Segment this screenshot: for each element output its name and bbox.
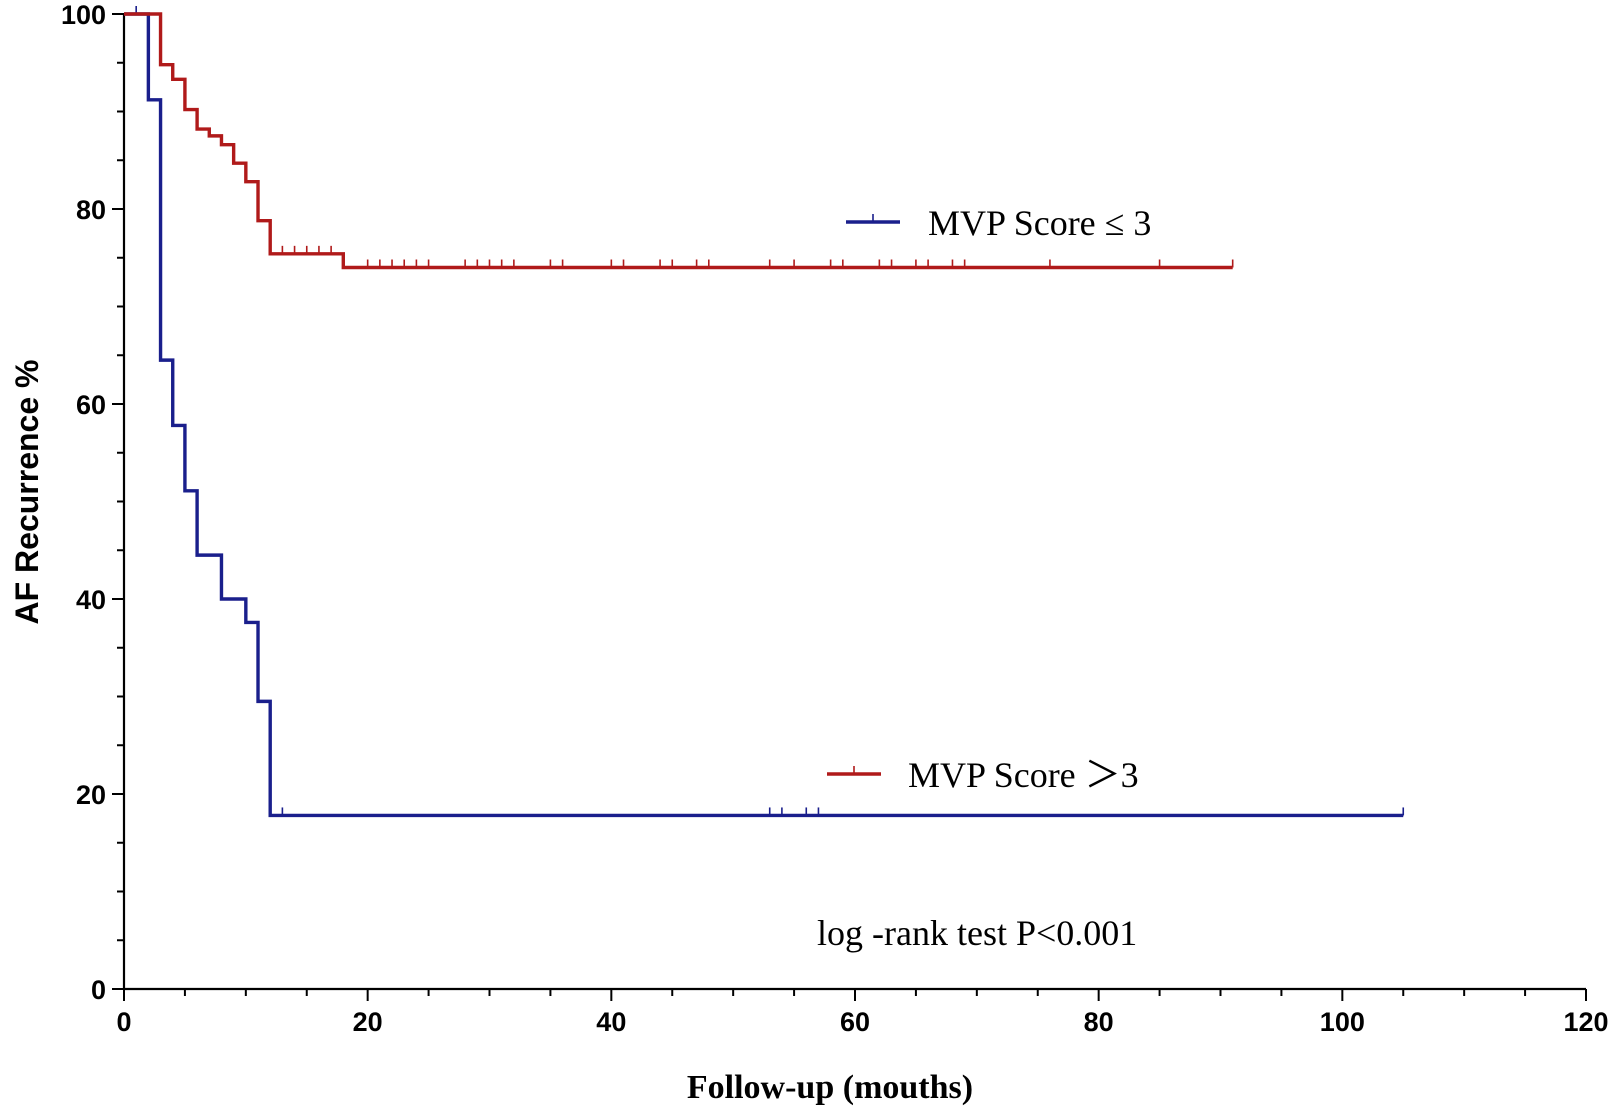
x-tick-label: 20	[353, 1007, 383, 1037]
y-tick-label: 20	[76, 780, 106, 810]
legend-label: MVP Score ＞3	[908, 755, 1139, 795]
x-axis-label: Follow-up (mouths)	[687, 1069, 973, 1106]
km-curve-series-0	[124, 12, 1404, 818]
log-rank-annotation: log -rank test P<0.001	[817, 913, 1137, 953]
axes: 0 20 40 60 80 100 0 20 40 60 80 100 120	[61, 0, 1609, 1037]
y-tick-label: 0	[91, 975, 106, 1005]
y-axis-label: AF Recurrence %	[9, 360, 45, 625]
survival-curves	[124, 6, 1405, 818]
y-tick-label: 40	[76, 585, 106, 615]
x-tick-label: 0	[116, 1007, 131, 1037]
legend: MVP Score ≤ 3 MVP Score ＞3	[827, 203, 1151, 795]
x-tick-label: 40	[596, 1007, 626, 1037]
y-tick-label: 80	[76, 195, 106, 225]
y-tick-label: 60	[76, 390, 106, 420]
x-tick-label: 120	[1563, 1007, 1608, 1037]
x-tick-label: 80	[1084, 1007, 1114, 1037]
x-tick-label: 100	[1320, 1007, 1365, 1037]
x-tick-label: 60	[840, 1007, 870, 1037]
y-tick-label: 100	[61, 0, 106, 30]
legend-label: MVP Score ≤ 3	[928, 203, 1151, 243]
km-curve-series-1	[124, 12, 1233, 270]
